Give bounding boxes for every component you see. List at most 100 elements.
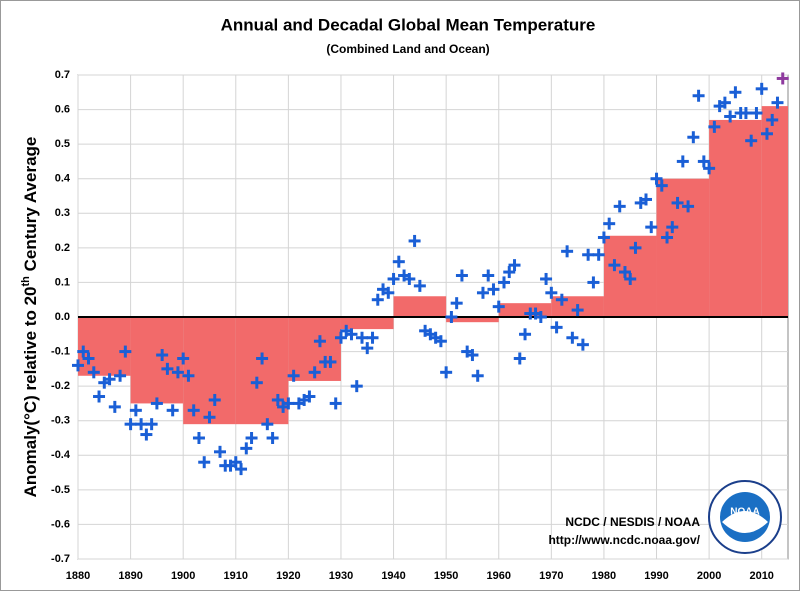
annotation: NCDC / NESDIS / NOAA [565,515,700,529]
decadal-bar [656,178,710,317]
y-tick-label: 0.4 [55,173,71,185]
logo-text: NOAA [730,507,759,518]
annual-point [440,366,453,379]
annual-point [455,269,468,282]
annual-point [108,400,121,413]
annual-point [150,397,163,410]
x-tick-label: 1950 [434,570,458,582]
y-label-part: Anomaly(°C) relative to 20 [21,287,40,498]
y-tick-label: -0.4 [51,449,71,461]
annual-point [119,345,132,358]
annual-point [245,432,258,444]
x-tick-label: 1910 [224,570,248,582]
y-tick-label: -0.5 [51,484,70,496]
annual-point [603,217,616,230]
annual-point [192,432,205,444]
annual-point [592,248,605,261]
x-tick-label: 1940 [381,570,405,582]
annual-point [266,432,279,444]
annual-point [745,134,758,147]
annual-point [313,335,326,348]
annual-point [555,293,568,306]
annual-point [618,266,631,279]
annotation: http://www.ncdc.noaa.gov/ [548,533,700,547]
annual-point [476,286,489,299]
annual-point [198,456,211,469]
annual-point [655,179,668,192]
annual-point [571,304,584,317]
annual-point [329,397,342,410]
annual-point [629,241,642,254]
annual-point [203,411,216,424]
annual-point [103,373,116,386]
y-label-sup: th [20,276,32,287]
annual-point [724,110,737,123]
annual-point [682,200,695,213]
annual-point [161,362,174,375]
annual-point [687,131,700,144]
annual-point [271,393,284,406]
annual-point [608,259,621,272]
y-tick-label: -0.2 [51,380,70,392]
annual-point [350,380,363,393]
decadal-bar [393,296,447,317]
chart-title: Annual and Decadal Global Mean Temperatu… [221,15,596,34]
annual-point [492,300,505,313]
y-tick-label: -0.7 [51,553,70,565]
annual-point [566,331,579,344]
annual-point [760,127,773,140]
x-tick-label: 1970 [539,570,563,582]
annual-point [282,397,295,410]
annual-point [534,311,547,323]
annual-point [466,349,479,362]
annual-point [708,120,721,133]
annual-point [692,89,705,102]
annual-point [366,331,379,344]
x-tick-label: 2000 [697,570,721,582]
annual-point [392,255,405,268]
annual-point [408,234,421,247]
annual-point [303,390,316,403]
annual-point [561,245,574,258]
annual-point [482,269,495,282]
y-tick-label: 0.5 [55,138,70,150]
annual-point [356,331,368,344]
annual-point [471,369,484,382]
annual-point [718,96,731,109]
annual-point [587,276,600,289]
annual-point [661,231,674,244]
annual-point [145,418,158,431]
annual-point [766,113,779,126]
annual-point [371,293,384,306]
annual-point [382,286,395,299]
x-tick-label: 1960 [486,570,510,582]
annual-point [739,107,752,120]
annual-point [434,335,447,348]
annual-point [550,321,563,334]
decadal-bar [130,317,184,404]
x-tick-label: 1900 [171,570,195,582]
annual-point [129,404,142,417]
annual-point [582,248,595,261]
annual-point [124,418,137,431]
annual-point [87,366,100,379]
decadal-bar [709,119,762,317]
x-tick-label: 1930 [329,570,353,582]
annual-point [72,359,84,372]
annual-point [166,404,179,417]
annual-point [750,107,763,120]
annual-point [256,352,269,365]
annual-point [703,162,716,175]
annual-point [208,393,221,406]
annual-point [671,196,684,209]
x-tick-label: 1890 [118,570,142,582]
annual-point [235,463,248,476]
annual-point [545,286,558,299]
annual-point [135,418,148,431]
annual-point [445,311,458,323]
annual-point [403,272,416,285]
annual-point [77,345,90,358]
annual-point [387,272,400,285]
decadal-bar [78,317,131,376]
